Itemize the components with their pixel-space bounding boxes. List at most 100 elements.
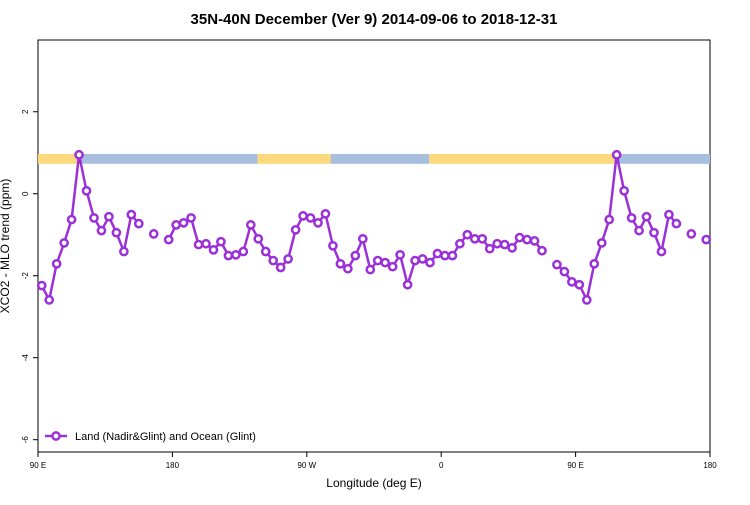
y-tick-label: -6 [21,436,30,444]
land-ocean-segment [79,153,258,164]
chart-title: 35N-40N December (Ver 9) 2014-09-06 to 2… [191,11,558,28]
data-point [290,224,301,235]
data-point [193,239,204,250]
data-point [626,213,637,223]
data-point [387,261,398,272]
data-point [216,236,226,247]
data-point [402,279,413,290]
data-point [298,211,308,221]
data-point [596,238,607,248]
data-point [664,209,674,220]
data-point [380,257,391,268]
data-point [133,218,144,229]
data-point [343,263,353,274]
data-point [238,246,249,257]
data-point [455,238,465,249]
data-point [59,238,69,248]
data-point [268,255,279,266]
legend-marker [51,431,61,441]
data-point [51,258,62,269]
data-point [81,186,92,196]
data-point [231,249,241,260]
data-point [499,239,510,250]
data-point [656,246,667,257]
data-point [96,225,107,236]
data-point [537,245,547,256]
data-point [611,149,622,160]
land-ocean-segment [257,153,331,164]
data-point [484,243,495,254]
y-tick-label: 2 [21,109,30,114]
data-point [522,234,532,245]
data-point [320,208,331,219]
data-point [126,209,137,220]
x-tick-label: 90 E [30,461,46,470]
data-point [492,238,503,249]
data-point [574,279,585,290]
data-point [223,250,234,261]
data-point [163,234,174,245]
land-ocean-segment [330,153,430,164]
data-point [440,250,450,261]
data-point [283,254,293,264]
land-ocean-segment [38,153,80,164]
data-point [559,266,570,277]
data-point [201,238,211,249]
data-point [477,233,488,244]
x-tick-label: 90 W [297,461,316,470]
data-point [507,242,517,253]
data-point [641,211,652,222]
data-point [425,257,435,268]
data-point [447,250,458,261]
data-point [619,186,629,196]
data-point [432,248,443,259]
data-point [260,246,271,257]
data-point [462,229,473,240]
data-point [529,236,540,246]
data-point [44,295,55,305]
data-point [208,245,219,255]
data-point [514,232,525,243]
data-point [305,213,316,223]
data-point [66,214,77,225]
data-point [701,234,712,245]
data-point [469,233,480,244]
data-point [275,262,286,273]
data-point [567,277,577,287]
data-point [328,240,338,251]
legend-label: Land (Nadir&Glint) and Ocean (Glint) [75,431,256,443]
x-tick-label: 180 [166,461,180,470]
data-point [671,218,682,229]
land-ocean-segment [614,153,710,164]
data-point [357,233,368,244]
data-point [186,213,196,223]
data-point [178,217,189,228]
data-point [104,211,114,222]
data-point [589,258,600,269]
data-point [365,264,376,275]
y-tick-label: 0 [21,191,30,196]
y-tick-label: -4 [21,354,30,362]
data-point [372,255,383,266]
data-point [253,233,264,244]
data-point [410,255,420,266]
data-point [74,149,84,160]
y-axis-label: XCO2 - MLO trend (ppm) [0,179,12,314]
data-point [89,213,99,223]
data-point [119,246,129,257]
x-tick-label: 90 E [567,461,583,470]
land-ocean-segment [429,153,615,164]
data-point [335,258,346,269]
data-point [634,225,644,236]
data-point [36,280,47,291]
data-point [245,220,256,230]
data-point [395,249,405,260]
data-point [417,254,428,264]
data-point [604,214,615,225]
data-point [581,295,592,305]
data-point [649,227,659,238]
x-tick-label: 0 [439,461,444,470]
y-tick-label: -2 [21,272,30,280]
data-point [350,250,361,261]
